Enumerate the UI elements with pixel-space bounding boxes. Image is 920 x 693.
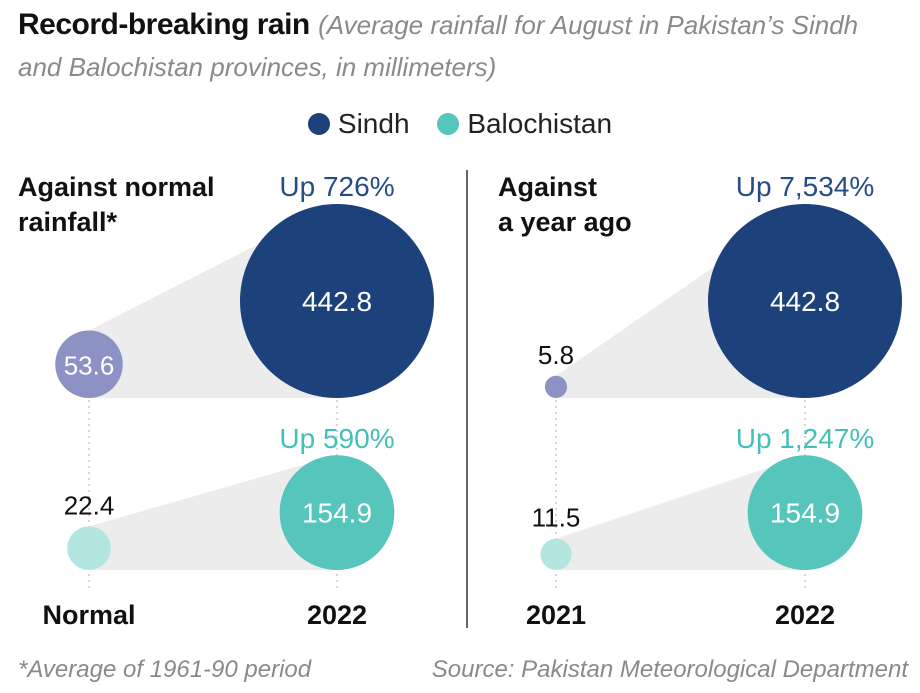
- panel-1-title-line-2: rainfall*: [18, 207, 118, 237]
- legend-label-sindh: Sindh: [337, 108, 410, 139]
- panel-1-sindh-change-label: Up 726%: [279, 171, 394, 202]
- panel-2-balochistan-change-label: Up 1,247%: [736, 423, 875, 454]
- panel-2-balochistan-value-small: 11.5: [532, 503, 581, 533]
- panel-1-sindh-bubble-2022: [240, 204, 434, 398]
- panel-1-sindh-value-small: 53.6: [64, 350, 115, 380]
- panel-1-balochistan-value-small: 22.4: [64, 490, 115, 520]
- panel-1-sindh-bubble-normal: [55, 330, 123, 398]
- chart-title-block: Record-breaking rain (Average rainfall f…: [18, 4, 908, 88]
- panel-1-category-label-right: 2022: [307, 600, 367, 630]
- panel-2-balochistan-band: [556, 455, 805, 570]
- legend-dot-sindh: [307, 113, 330, 135]
- panel-1-balochistan-bubble-2022: [279, 455, 395, 570]
- panel-1-balochistan-change-label: Up 590%: [279, 423, 394, 454]
- panel-1-category-label-left: Normal: [42, 600, 135, 630]
- chart-title: Record-breaking rain: [18, 8, 310, 41]
- footnote: *Average of 1961-90 period: [18, 656, 312, 683]
- legend-item-sindh: Sindh: [307, 108, 410, 140]
- panel-2-category-label-left: 2021: [526, 600, 586, 630]
- panel-2-sindh-value-big: 442.8: [770, 286, 840, 317]
- panel-1-sindh-value-big: 442.8: [302, 286, 372, 317]
- legend-item-balochistan: Balochistan: [437, 108, 612, 140]
- panel-2-sindh-change-label: Up 7,534%: [736, 171, 875, 202]
- panel-1-balochistan-value-big: 154.9: [302, 498, 372, 529]
- panel-2-title-line-1: Against: [498, 172, 597, 202]
- source-note: Source: Pakistan Meteorological Departme…: [431, 656, 908, 683]
- panel-2-sindh-bubble-2021: [544, 375, 568, 398]
- panel-1-balochistan-bubble-normal: [67, 526, 111, 570]
- panel-2-balochistan-bubble-2021: [540, 538, 572, 570]
- legend: Sindh Balochistan: [0, 108, 920, 140]
- panel-2-balochistan-value-big: 154.9: [770, 498, 840, 529]
- panel-1-title-line-1: Against normal: [18, 172, 215, 202]
- panel-2-category-label-right: 2022: [775, 600, 835, 630]
- panel-1-balochistan-band: [89, 455, 337, 570]
- legend-label-balochistan: Balochistan: [467, 108, 613, 139]
- panel-2-sindh-bubble-2022: [708, 204, 902, 398]
- panel-2-sindh-value-small: 5.8: [538, 340, 574, 370]
- panel-2-title-line-2: a year ago: [498, 207, 632, 237]
- legend-dot-balochistan: [437, 113, 460, 135]
- panel-2-balochistan-bubble-2022: [747, 455, 863, 570]
- chart-subtitle: (Average rainfall for August in Pakistan…: [18, 10, 859, 82]
